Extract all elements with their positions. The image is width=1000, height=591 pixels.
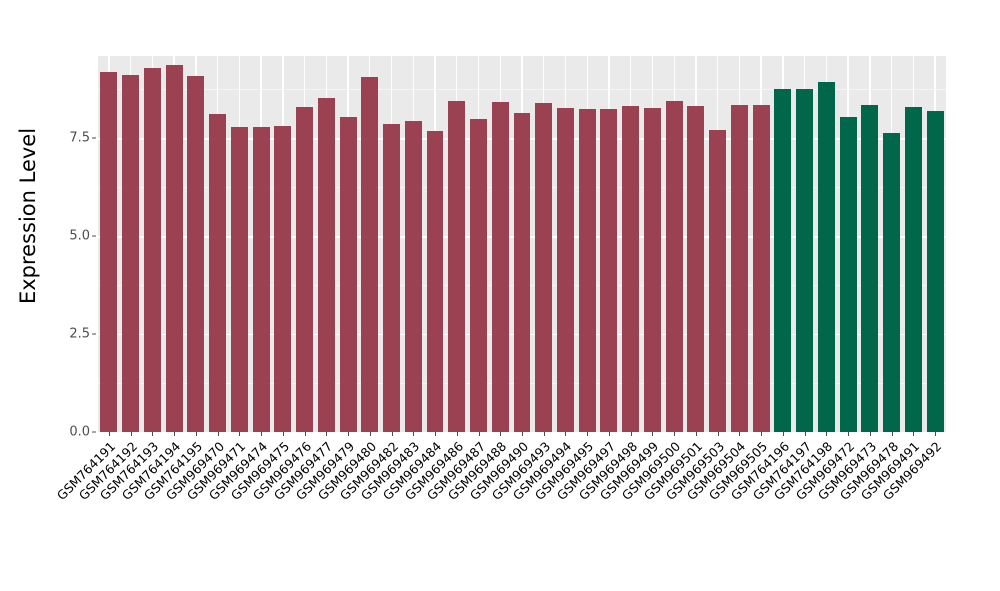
x-axis-tick-mark (782, 432, 784, 436)
x-axis-tick-mark (717, 432, 719, 436)
x-axis-tick-mark (804, 432, 806, 436)
x-axis-tick-mark (761, 432, 763, 436)
x-axis-tick-mark (478, 432, 480, 436)
x-axis-tick-mark (326, 432, 328, 436)
bar[interactable] (796, 88, 814, 432)
x-axis-tick-mark (282, 432, 284, 436)
x-axis-tick-mark (674, 432, 676, 436)
x-axis-tick-mark (174, 432, 176, 436)
bar[interactable] (252, 126, 270, 432)
bar[interactable] (404, 120, 422, 432)
y-axis-tick-label: 0.0 (69, 424, 90, 440)
y-axis-tick-label: 5.0 (69, 228, 90, 244)
bar[interactable] (709, 129, 727, 432)
bar[interactable] (448, 101, 466, 432)
x-axis-tick-mark (369, 432, 371, 436)
bar[interactable] (230, 126, 248, 432)
bar[interactable] (643, 107, 661, 432)
bar[interactable] (665, 101, 683, 432)
bar[interactable] (383, 124, 400, 432)
bar[interactable] (926, 110, 944, 432)
y-axis-tick-label: 7.5 (69, 130, 90, 146)
bar[interactable] (339, 117, 357, 432)
x-axis-tick-mark (913, 432, 915, 436)
bar[interactable] (578, 108, 596, 432)
y-axis-tick-mark (92, 235, 96, 237)
x-axis-tick-mark (935, 432, 937, 436)
x-axis-tick-mark (435, 432, 437, 436)
bar[interactable] (426, 130, 444, 432)
y-axis-title-text: Expression Level (16, 127, 41, 305)
bar[interactable] (274, 125, 292, 432)
x-axis-tick-mark (348, 432, 350, 436)
x-axis-tick-mark (652, 432, 654, 436)
bar[interactable] (839, 117, 857, 432)
x-axis-tick-mark (565, 432, 567, 436)
x-axis-tick-mark (587, 432, 589, 436)
bar[interactable] (817, 82, 835, 432)
x-axis-tick-mark (608, 432, 610, 436)
x-axis-tick-mark (217, 432, 219, 436)
bar[interactable] (535, 103, 553, 432)
x-axis-tick-mark (456, 432, 458, 436)
x-axis-tick-mark (500, 432, 502, 436)
bar[interactable] (622, 105, 640, 432)
x-axis-tick-mark (891, 432, 893, 436)
plot-panel (98, 56, 946, 432)
x-axis-tick-mark (152, 432, 154, 436)
x-axis-tick-mark (195, 432, 197, 436)
x-axis-tick-mark (130, 432, 132, 436)
x-axis-tick-mark (630, 432, 632, 436)
bar[interactable] (143, 67, 161, 432)
bar[interactable] (730, 104, 748, 432)
x-axis-tick-mark (543, 432, 545, 436)
x-axis-tick-mark (826, 432, 828, 436)
x-axis-tick-mark (413, 432, 415, 436)
bar[interactable] (557, 107, 574, 432)
bar[interactable] (491, 102, 509, 432)
bar[interactable] (883, 133, 901, 432)
bar[interactable] (904, 106, 922, 432)
bar[interactable] (361, 77, 379, 432)
bar[interactable] (317, 98, 335, 432)
y-axis-tick-label: 2.5 (69, 326, 90, 342)
bar[interactable] (470, 118, 487, 432)
bar[interactable] (209, 113, 227, 432)
x-axis-tick-labels: GSM764191 GSM764192 GSM764193 GSM764194 GSM7… (54, 432, 946, 580)
bar[interactable] (100, 72, 118, 432)
y-axis-tick-labels: 0.0 2.5 5.0 7.5 (56, 0, 96, 440)
y-axis-title: Expression Level (0, 0, 56, 432)
bar[interactable] (752, 104, 770, 432)
bar[interactable] (600, 108, 618, 432)
y-axis-tick-mark (92, 137, 96, 139)
y-axis-tick-mark (92, 333, 96, 335)
x-axis-tick-mark (261, 432, 263, 436)
x-axis-tick-mark (848, 432, 850, 436)
x-axis-tick-mark (239, 432, 241, 436)
x-axis-tick-mark (304, 432, 306, 436)
bar[interactable] (687, 105, 705, 432)
x-axis-tick-mark (739, 432, 741, 436)
x-axis-tick-mark (391, 432, 393, 436)
y-axis-tick-mark (92, 431, 96, 433)
bar[interactable] (774, 88, 792, 432)
bar[interactable] (187, 76, 205, 432)
x-axis-tick-mark (522, 432, 523, 436)
x-axis-tick-mark (695, 432, 697, 436)
x-axis-tick-mark (869, 432, 871, 436)
bar[interactable] (296, 107, 314, 432)
bar[interactable] (861, 105, 879, 432)
bar[interactable] (513, 113, 531, 432)
bar[interactable] (165, 64, 183, 432)
bar[interactable] (122, 75, 140, 432)
x-axis-tick-mark (108, 432, 110, 436)
